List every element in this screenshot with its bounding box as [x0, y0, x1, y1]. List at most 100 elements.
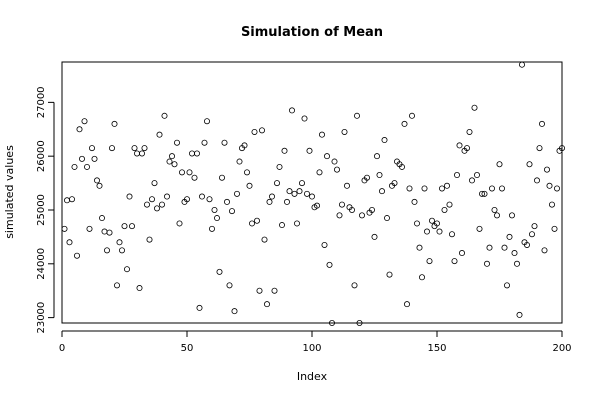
- data-point: [401, 120, 408, 127]
- data-point: [301, 115, 308, 122]
- data-point: [293, 220, 300, 227]
- data-point: [141, 145, 148, 152]
- data-point: [328, 319, 335, 326]
- data-point: [426, 258, 433, 265]
- data-point: [476, 225, 483, 232]
- data-point: [148, 196, 155, 203]
- data-point: [451, 258, 458, 265]
- data-point: [121, 223, 128, 230]
- data-point: [216, 268, 223, 275]
- data-point: [281, 147, 288, 154]
- data-point: [143, 201, 150, 208]
- y-tick-label: 26000: [36, 140, 47, 172]
- data-point: [124, 266, 131, 273]
- data-point: [383, 215, 390, 222]
- data-point: [478, 190, 485, 197]
- data-point: [343, 182, 350, 189]
- data-point: [213, 215, 220, 222]
- data-point: [363, 174, 370, 181]
- data-point: [151, 180, 158, 187]
- data-point: [373, 153, 380, 160]
- data-point: [96, 182, 103, 189]
- data-point: [406, 185, 413, 192]
- data-point: [438, 185, 445, 192]
- data-point: [331, 158, 338, 165]
- data-point: [303, 190, 310, 197]
- data-point: [248, 220, 255, 227]
- data-point: [413, 220, 420, 227]
- data-point: [226, 282, 233, 289]
- x-tick-label: 50: [181, 343, 194, 354]
- data-point: [138, 150, 145, 157]
- data-point: [448, 231, 455, 238]
- data-point: [228, 208, 235, 215]
- data-point: [171, 161, 178, 168]
- data-point: [261, 236, 268, 243]
- data-point: [416, 244, 423, 251]
- data-point: [268, 193, 275, 200]
- data-point: [381, 137, 388, 144]
- data-point: [111, 120, 118, 127]
- data-point: [496, 161, 503, 168]
- data-point: [158, 201, 165, 208]
- data-point: [166, 158, 173, 165]
- data-point: [91, 155, 98, 162]
- data-point: [173, 139, 180, 146]
- data-point: [323, 153, 330, 160]
- data-point: [208, 225, 215, 232]
- data-point: [153, 205, 160, 212]
- data-point: [183, 196, 190, 203]
- data-point: [201, 139, 208, 146]
- data-point: [76, 126, 83, 133]
- data-point: [101, 228, 108, 235]
- data-point: [114, 282, 121, 289]
- data-point: [336, 212, 343, 219]
- data-point: [253, 217, 260, 224]
- data-point: [256, 287, 263, 294]
- data-point: [146, 236, 153, 243]
- chart-title: Simulation of Mean: [241, 25, 383, 40]
- data-point: [544, 166, 551, 173]
- data-point: [348, 206, 355, 213]
- data-point: [283, 198, 290, 205]
- data-point: [79, 155, 86, 162]
- data-point: [403, 301, 410, 308]
- x-tick-label: 150: [427, 343, 446, 354]
- data-point: [411, 198, 418, 205]
- data-point: [89, 145, 96, 152]
- y-tick-label: 24000: [36, 248, 47, 280]
- data-point: [441, 206, 448, 213]
- data-point: [526, 161, 533, 168]
- data-point: [549, 201, 556, 208]
- data-point: [511, 250, 518, 257]
- data-point: [221, 139, 228, 146]
- data-point: [473, 172, 480, 179]
- data-point: [529, 231, 536, 238]
- data-point: [554, 185, 561, 192]
- data-point: [116, 239, 123, 246]
- data-point: [156, 131, 163, 138]
- data-point: [351, 282, 358, 289]
- data-point: [453, 172, 460, 179]
- data-point: [356, 319, 363, 326]
- data-point: [109, 145, 116, 152]
- data-point: [133, 150, 140, 157]
- data-point: [421, 185, 428, 192]
- data-point: [273, 180, 280, 187]
- data-point: [99, 215, 106, 222]
- data-point: [428, 217, 435, 224]
- data-points: [61, 61, 566, 326]
- data-point: [376, 172, 383, 179]
- data-point: [316, 169, 323, 176]
- data-point: [371, 233, 378, 240]
- data-point: [446, 201, 453, 208]
- data-point: [501, 244, 508, 251]
- data-point: [84, 163, 91, 170]
- data-point: [516, 311, 523, 318]
- data-point: [168, 153, 175, 160]
- data-point: [498, 185, 505, 192]
- data-point: [534, 177, 541, 184]
- data-point: [551, 225, 558, 232]
- y-axis: 23000 24000 25000 26000 27000: [36, 86, 55, 334]
- data-point: [258, 127, 265, 134]
